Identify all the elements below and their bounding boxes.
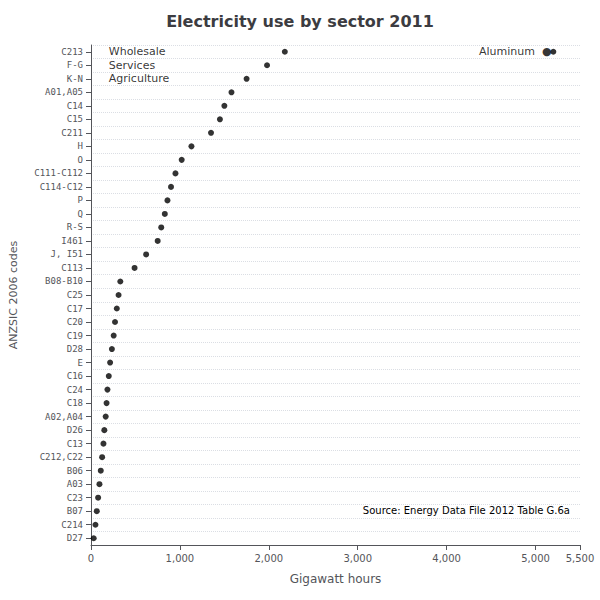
svg-text:C23: C23 [67,493,83,503]
svg-text:C17: C17 [67,304,83,314]
svg-text:Gigawatt hours: Gigawatt hours [290,572,382,586]
svg-text:C14: C14 [67,101,83,111]
svg-text:B08-B10: B08-B10 [45,276,83,286]
svg-text:Source: Energy Data File 2012: Source: Energy Data File 2012 Table G.6a [363,505,570,516]
svg-text:3,000: 3,000 [343,553,372,564]
svg-text:ANZSIC 2006 codes: ANZSIC 2006 codes [7,241,20,350]
svg-text:Agriculture: Agriculture [109,72,170,85]
svg-text:5,000: 5,000 [521,553,550,564]
svg-text:C213: C213 [61,47,83,57]
svg-text:A02,A04: A02,A04 [45,412,83,422]
svg-text:D27: D27 [67,533,83,543]
svg-text:C214: C214 [61,520,83,530]
svg-text:Electricity use by sector 2011: Electricity use by sector 2011 [166,12,434,31]
svg-text:C16: C16 [67,371,83,381]
svg-text:C18: C18 [67,398,83,408]
svg-text:B07: B07 [67,506,83,516]
svg-text:C19: C19 [67,331,83,341]
svg-text:2,000: 2,000 [254,553,283,564]
svg-text:E: E [78,358,83,368]
svg-text:F-G: F-G [67,60,83,70]
svg-text:K-N: K-N [67,74,83,84]
svg-text:C25: C25 [67,290,83,300]
svg-text:C15: C15 [67,114,83,124]
svg-text:H: H [78,141,83,151]
svg-text:D26: D26 [67,425,83,435]
svg-text:R-S: R-S [67,222,83,232]
svg-text:Aluminum ●: Aluminum ● [479,45,552,58]
svg-text:Q: Q [78,209,83,219]
svg-text:C24: C24 [67,385,83,395]
svg-text:P: P [78,195,84,205]
svg-text:A03: A03 [67,479,83,489]
svg-text:4,000: 4,000 [432,553,461,564]
svg-text:C211: C211 [61,128,83,138]
svg-text:C212,C22: C212,C22 [40,452,83,462]
svg-text:5,500: 5,500 [566,553,595,564]
svg-text:C20: C20 [67,317,83,327]
svg-text:Wholesale: Wholesale [109,45,166,58]
svg-text:A01,A05: A01,A05 [45,87,83,97]
svg-text:D28: D28 [67,344,83,354]
svg-text:J, I51: J, I51 [50,249,83,259]
svg-text:O: O [78,155,83,165]
svg-text:C113: C113 [61,263,83,273]
svg-text:1,000: 1,000 [166,553,195,564]
svg-text:C111-C112: C111-C112 [34,168,83,178]
svg-text:0: 0 [88,553,94,564]
svg-text:I461: I461 [61,236,83,246]
svg-text:C13: C13 [67,439,83,449]
svg-text:C114-C12: C114-C12 [40,182,83,192]
svg-text:Services: Services [109,59,156,72]
svg-text:B06: B06 [67,466,83,476]
